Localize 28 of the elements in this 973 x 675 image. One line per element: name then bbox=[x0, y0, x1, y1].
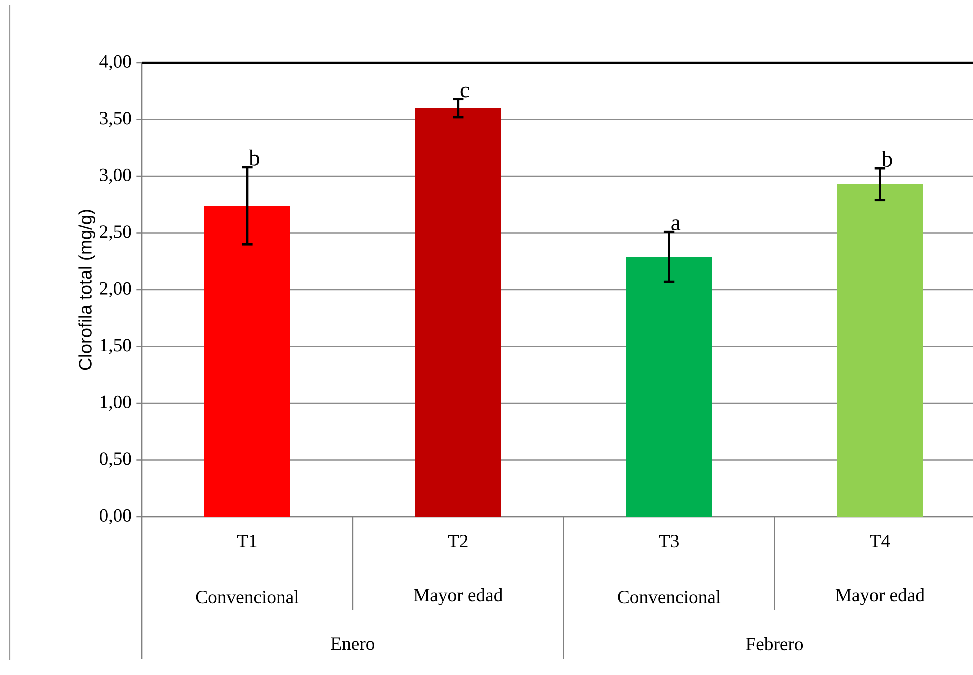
bar bbox=[837, 184, 924, 518]
y-tick-label: 2,00 bbox=[100, 282, 132, 298]
y-tick-label: 3,00 bbox=[100, 168, 132, 184]
text: Mayor edad bbox=[836, 588, 925, 606]
annotation: c bbox=[460, 86, 470, 98]
bar bbox=[415, 108, 502, 518]
text: Convencional bbox=[618, 590, 721, 604]
text: Mayor edad bbox=[414, 588, 503, 606]
bar bbox=[204, 206, 290, 518]
x-tick-label: T1 bbox=[237, 535, 257, 548]
y-tick-label: 3,50 bbox=[100, 112, 132, 128]
text: Febrero bbox=[746, 637, 804, 651]
text: Convencional bbox=[196, 590, 299, 604]
y-tick-label: 0,00 bbox=[100, 509, 132, 525]
text: Enero bbox=[331, 638, 374, 650]
annotation: b bbox=[249, 150, 260, 166]
x-tick-label: T3 bbox=[659, 535, 679, 548]
y-tick-label: 1,50 bbox=[100, 339, 132, 354]
y-tick-label: 1,00 bbox=[100, 396, 132, 412]
annotation: a bbox=[672, 220, 681, 231]
y-tick-label: 4,00 bbox=[100, 55, 132, 71]
x-tick-label: T4 bbox=[870, 535, 890, 548]
x-tick-label: T2 bbox=[448, 535, 468, 548]
bar bbox=[626, 257, 712, 518]
y-tick-label: 2,50 bbox=[100, 226, 132, 241]
annotation: b bbox=[882, 151, 892, 167]
y-tick-label: 0,50 bbox=[100, 452, 132, 468]
y-axis-title: Clorofila total (mg/g) bbox=[78, 210, 96, 370]
